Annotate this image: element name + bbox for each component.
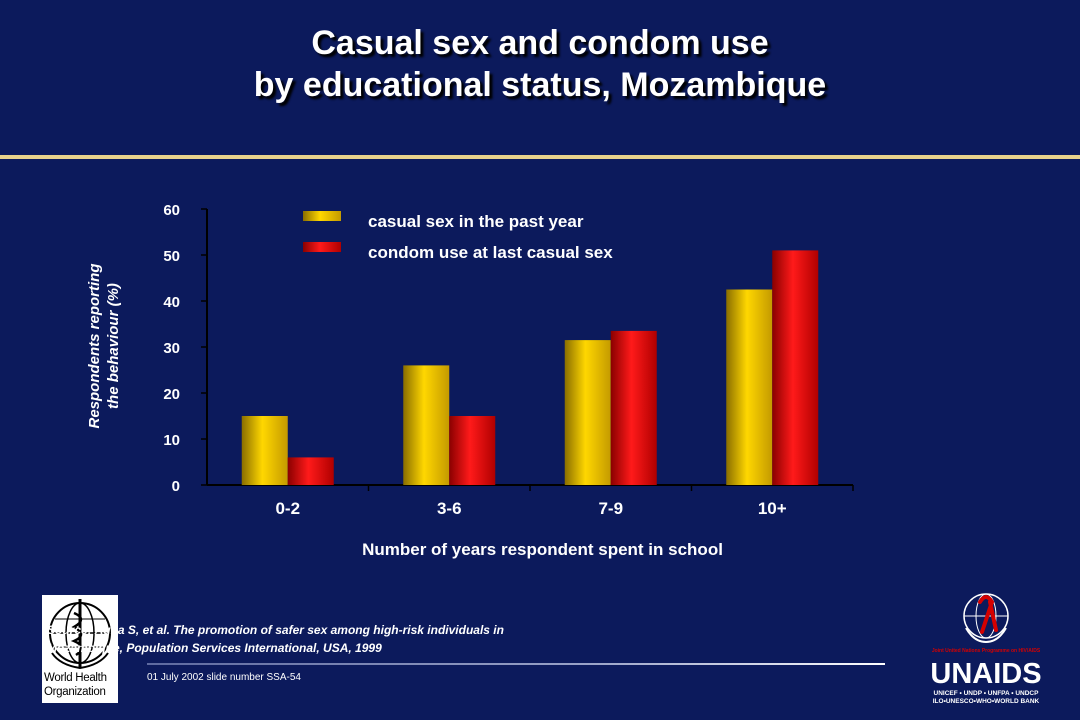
- y-axis-title-line-2: the behaviour (%): [105, 283, 122, 409]
- bar-casual-sex-10+: [726, 289, 773, 485]
- source-citation: Source: Agha S, et al. The promotion of …: [47, 621, 607, 657]
- footer-divider: [147, 663, 885, 665]
- y-tick-label: 0: [172, 478, 180, 495]
- slide-title: Casual sex and condom use by educational…: [0, 22, 1080, 106]
- who-logo-line-2: Organization: [44, 686, 106, 698]
- y-tick-label: 10: [163, 432, 180, 449]
- slide-number: 01 July 2002 slide number SSA-54: [147, 672, 301, 683]
- who-logo-text: World Health Organization: [44, 671, 116, 699]
- source-line-1: Source: Agha S, et al. The promotion of …: [47, 623, 504, 637]
- bar-condom-use-10+: [772, 250, 819, 485]
- title-line-2: by educational status, Mozambique: [253, 66, 827, 104]
- x-axis-title: Number of years respondent spent in scho…: [362, 540, 723, 559]
- bar-condom-use-0-2: [287, 457, 334, 485]
- unaids-partners: UNICEF • UNDP • UNFPA • UNDCP ILO•UNESCO…: [922, 690, 1050, 706]
- y-axis-title: Respondents reporting the behaviour (%): [85, 226, 123, 466]
- who-emblem-icon: [49, 599, 111, 670]
- unaids-partners-line-1: UNICEF • UNDP • UNFPA • UNDCP: [933, 690, 1039, 697]
- bar-casual-sex-3-6: [403, 365, 450, 485]
- legend-swatch-casual-sex: [303, 211, 341, 221]
- title-line-1: Casual sex and condom use: [311, 24, 769, 62]
- y-axis-title-line-1: Respondents reporting: [86, 263, 103, 429]
- y-tick-label: 60: [163, 202, 180, 219]
- unaids-partners-line-2: ILO•UNESCO•WHO•WORLD BANK: [932, 698, 1040, 705]
- source-line-2: Mozambique, Population Services Internat…: [47, 641, 382, 655]
- bar-condom-use-7-9: [610, 330, 657, 485]
- y-tick-label: 30: [163, 340, 180, 357]
- y-tick-label: 40: [163, 294, 180, 311]
- who-logo: World Health Organization: [42, 595, 118, 703]
- x-tick-label: 7-9: [598, 499, 623, 518]
- un-emblem-icon: [963, 593, 1009, 644]
- bar-casual-sex-0-2: [241, 416, 288, 485]
- bar-casual-sex-7-9: [564, 340, 611, 485]
- who-logo-line-1: World Health: [44, 672, 107, 684]
- x-tick-label: 10+: [758, 499, 787, 518]
- y-tick-label: 20: [163, 386, 180, 403]
- legend-swatch-condom-use: [303, 242, 341, 252]
- legend-label-casual-sex: casual sex in the past year: [368, 212, 584, 231]
- x-tick-label: 3-6: [437, 499, 462, 518]
- y-tick-label: 50: [163, 248, 180, 265]
- legend-label-condom-use: condom use at last casual sex: [368, 243, 613, 262]
- x-tick-label: 0-2: [275, 499, 300, 518]
- unaids-wordmark: UNAIDS: [930, 658, 1042, 690]
- title-divider: [0, 155, 1080, 159]
- bar-condom-use-3-6: [449, 416, 496, 485]
- unaids-tagline: Joint United Nations Programme on HIV/AI…: [931, 648, 1041, 654]
- unaids-logo: Joint United Nations Programme on HIV/AI…: [922, 588, 1050, 708]
